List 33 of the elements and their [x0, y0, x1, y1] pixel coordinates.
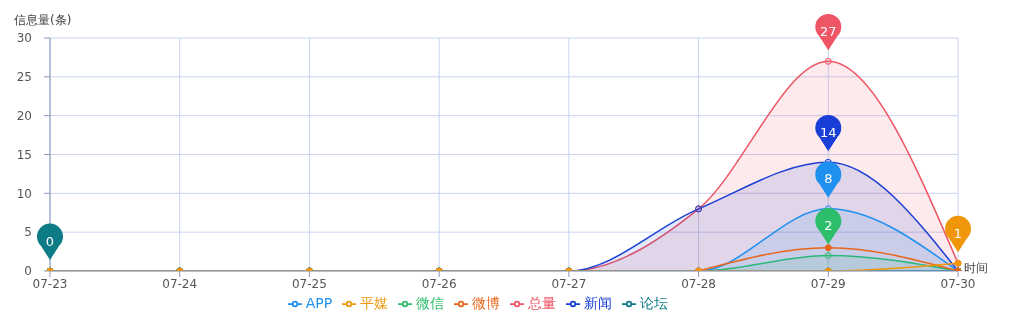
- y-axis-title: 信息量(条): [14, 12, 72, 29]
- legend-label: 微信: [416, 295, 445, 311]
- point: [824, 244, 832, 252]
- y-tick-label: 0: [24, 264, 32, 279]
- legend-label: APP: [305, 295, 333, 311]
- y-tick-label: 10: [16, 186, 32, 201]
- data-label: 27: [820, 23, 837, 39]
- legend-label: 论坛: [640, 295, 669, 311]
- legend-label: 总量: [528, 295, 557, 311]
- x-tick-label: 07-28: [681, 276, 717, 291]
- x-tick-label: 07-25: [291, 276, 327, 291]
- legend-label: 平媒: [360, 295, 389, 311]
- data-label: 2: [824, 217, 833, 233]
- x-tick-label: 07-29: [810, 276, 846, 291]
- point: [824, 251, 832, 259]
- point: [824, 57, 832, 65]
- y-tick-label: 20: [16, 108, 32, 123]
- data-label: 14: [820, 124, 837, 140]
- y-tick-label: 30: [16, 31, 32, 46]
- legend-label: 新闻: [584, 295, 613, 311]
- data-label: 0: [45, 233, 55, 249]
- x-axis-title: 时间: [964, 260, 988, 277]
- legend-label: 微博: [472, 295, 501, 311]
- data-label: 8: [824, 171, 833, 187]
- x-tick-label: 07-23: [32, 276, 68, 291]
- x-tick-label: 07-24: [162, 276, 198, 291]
- y-tick-label: 5: [24, 225, 32, 240]
- x-tick-label: 07-26: [421, 276, 457, 291]
- x-tick-label: 07-30: [940, 276, 976, 291]
- x-tick-label: 07-27: [551, 276, 587, 291]
- y-tick-label: 15: [16, 147, 32, 162]
- data-label: 1: [953, 225, 963, 241]
- y-tick-label: 25: [16, 70, 32, 85]
